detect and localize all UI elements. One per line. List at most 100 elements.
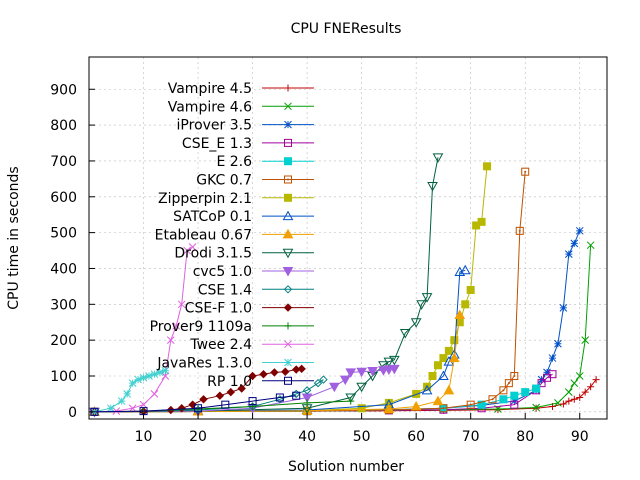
data-point xyxy=(388,364,400,375)
data-point xyxy=(444,346,453,355)
data-point-dot xyxy=(287,178,289,181)
data-point xyxy=(194,404,203,413)
data-point xyxy=(532,384,541,393)
data-point xyxy=(575,226,584,235)
data-point xyxy=(284,157,292,166)
data-point xyxy=(303,399,311,407)
data-point xyxy=(172,321,181,330)
data-point xyxy=(570,395,578,403)
legend-item: SATCoP 0.1 xyxy=(173,209,314,225)
data-point xyxy=(587,383,595,391)
legend-item: CSE 1.4 xyxy=(198,282,314,298)
data-point xyxy=(248,371,257,381)
data-point xyxy=(383,357,395,368)
legend-label: Etableau 0.67 xyxy=(155,227,252,243)
data-point xyxy=(510,400,519,409)
legend-label: RP 1.0 xyxy=(207,374,252,390)
y-tick-label: 800 xyxy=(50,118,77,134)
data-point xyxy=(455,318,464,327)
data-point xyxy=(570,379,579,388)
data-point xyxy=(494,406,502,414)
legend-label: CSE_E 1.3 xyxy=(182,136,252,152)
legend-label: E 2.6 xyxy=(216,154,252,170)
data-point xyxy=(466,285,475,294)
legend-label: Drodi 3.1.5 xyxy=(174,246,252,262)
data-point xyxy=(106,404,115,413)
data-point xyxy=(139,400,148,409)
data-point xyxy=(128,379,137,388)
data-point xyxy=(581,388,589,396)
data-point xyxy=(564,388,573,396)
data-point xyxy=(166,336,175,345)
data-point xyxy=(504,379,513,388)
data-point-dot xyxy=(442,407,445,410)
legend-item: cvc5 1.0 xyxy=(193,264,314,280)
data-point xyxy=(443,384,455,395)
data-point xyxy=(128,404,137,413)
legend-label: cvc5 1.0 xyxy=(193,264,252,280)
y-tick-label: 0 xyxy=(68,405,77,421)
y-tick-label: 200 xyxy=(50,333,77,349)
data-point xyxy=(283,285,293,294)
series-twee-2-4 xyxy=(90,243,197,416)
x-axis-label: Solution number xyxy=(288,459,404,475)
data-point xyxy=(537,379,546,388)
data-point xyxy=(161,366,170,375)
data-point xyxy=(177,300,186,309)
data-point xyxy=(221,400,230,409)
data-point xyxy=(329,382,340,393)
data-point xyxy=(521,167,530,176)
data-point xyxy=(183,246,192,255)
legend-label: Prover9 1109a xyxy=(150,319,252,335)
data-point xyxy=(438,370,449,380)
series-line xyxy=(94,395,297,413)
data-point-dot xyxy=(469,403,472,406)
data-point xyxy=(554,399,562,407)
legend-item: Etableau 0.67 xyxy=(155,227,314,243)
data-point-dot xyxy=(507,382,510,385)
x-tick-label: 50 xyxy=(353,429,371,445)
data-point xyxy=(284,84,292,92)
data-point xyxy=(399,328,411,339)
ticks: 10 20 30 40 50 60 70 80 900100200300400500600700… xyxy=(50,82,588,445)
data-point xyxy=(297,364,306,374)
data-point xyxy=(345,393,357,404)
data-point xyxy=(410,400,422,411)
data-point xyxy=(150,370,159,379)
data-point xyxy=(586,241,595,250)
legend-item: iProver 3.5 xyxy=(177,118,314,134)
data-point xyxy=(510,371,519,380)
legend-label: iProver 3.5 xyxy=(177,118,252,134)
data-point xyxy=(161,372,170,380)
data-point xyxy=(532,403,540,412)
data-point xyxy=(450,336,459,345)
data-point xyxy=(123,390,132,398)
data-point xyxy=(150,390,159,398)
legend-item: Drodi 3.1.5 xyxy=(174,246,314,262)
data-point xyxy=(275,393,284,402)
data-point xyxy=(284,138,292,147)
data-point xyxy=(543,368,551,377)
data-point xyxy=(576,393,584,401)
data-point xyxy=(339,375,351,386)
data-point xyxy=(188,243,197,251)
data-point xyxy=(548,370,557,379)
data-point xyxy=(515,226,524,235)
data-point xyxy=(427,182,438,192)
data-point xyxy=(454,309,466,320)
data-point xyxy=(215,391,225,400)
data-point xyxy=(433,361,442,370)
data-point xyxy=(302,386,312,395)
legend-item: GKC 0.7 xyxy=(196,173,314,189)
y-axis-label: CPU time in seconds xyxy=(6,166,22,309)
legend-label: Vampire 4.6 xyxy=(168,99,252,115)
data-point xyxy=(284,376,292,385)
series-line xyxy=(94,157,439,413)
data-point xyxy=(319,375,328,384)
grid xyxy=(89,57,607,419)
y-tick-label: 600 xyxy=(50,190,77,206)
x-tick-label: 40 xyxy=(298,429,316,445)
data-point xyxy=(592,376,600,384)
